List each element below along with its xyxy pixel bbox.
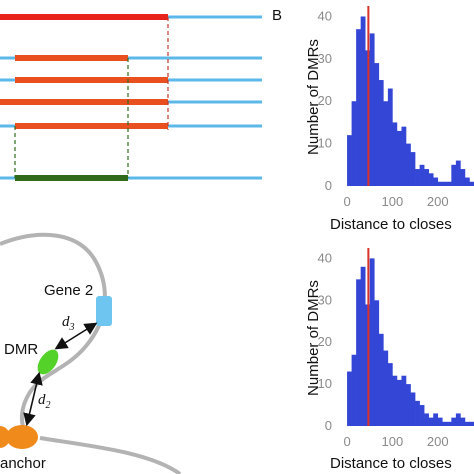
y-tick-label: 0 xyxy=(325,178,332,193)
d2-label: d2 xyxy=(38,392,51,411)
gene-2-label: Gene 2 xyxy=(44,282,93,299)
chromatin-fiber xyxy=(0,232,107,437)
histogram-bar xyxy=(415,400,420,426)
y-tick-label: 30 xyxy=(318,292,332,307)
x-tick-label: 0 xyxy=(343,434,350,449)
chromatin-fiber-lower xyxy=(39,436,182,474)
x-tick-label: 100 xyxy=(382,434,404,449)
histogram-bar xyxy=(419,164,425,186)
histogram-bar xyxy=(383,350,389,426)
histogram-bar xyxy=(396,379,402,426)
histogram-bar xyxy=(437,417,443,426)
d3-label: d3 xyxy=(62,314,75,333)
histogram-bar xyxy=(415,169,420,186)
histogram-bar xyxy=(433,413,439,426)
histogram-bar xyxy=(460,417,466,426)
histogram-bar xyxy=(401,126,407,186)
histogram-bar xyxy=(451,164,457,186)
anchor-blob-left xyxy=(0,426,10,448)
histogram-bar xyxy=(428,417,434,426)
dmr-label: DMR xyxy=(4,341,38,358)
histogram-bar xyxy=(464,421,470,426)
histogram-bar xyxy=(347,371,352,426)
y-tick-label: 10 xyxy=(318,376,332,391)
histogram-bar xyxy=(424,413,429,426)
histogram-bar xyxy=(442,181,448,186)
histogram-bar xyxy=(455,413,461,426)
x-tick-label: 200 xyxy=(427,194,449,209)
histogram-bar xyxy=(356,279,361,426)
chromatin-diagram: Gene 2 DMR anchor d3 d2 xyxy=(0,232,182,474)
histogram-bottom: 0 10 20 30 40 0 100 200 Distance to closes Number… xyxy=(305,248,474,472)
anchor-label: anchor xyxy=(0,455,46,472)
histogram-bar xyxy=(387,363,393,426)
histogram-bar xyxy=(347,135,352,186)
histogram-bar xyxy=(469,181,474,186)
histogram-top: 0 10 20 30 40 0 100 200 Distance to closes Number… xyxy=(305,6,474,233)
histogram-bar xyxy=(396,130,402,186)
histogram-bar xyxy=(460,169,466,186)
y-tick-label: 20 xyxy=(318,93,332,108)
histogram-bar xyxy=(369,33,375,186)
anchor-blob-right xyxy=(6,425,38,449)
y-tick-label: 10 xyxy=(318,136,332,151)
histogram-bar xyxy=(360,266,366,426)
y-tick-label: 20 xyxy=(318,334,332,349)
histogram-bar xyxy=(424,169,429,186)
histogram-bar xyxy=(446,181,452,186)
histogram-bar xyxy=(428,173,434,186)
y-tick-label: 40 xyxy=(318,250,332,265)
histogram-bar xyxy=(433,177,439,186)
histogram-bar xyxy=(374,300,380,426)
histogram-bar xyxy=(392,375,398,426)
histogram-bar xyxy=(406,384,411,426)
histogram-bar xyxy=(410,152,416,186)
d3-arrow xyxy=(54,322,98,350)
histogram-bar xyxy=(374,63,380,186)
y-axis-label: Number of DMRs xyxy=(305,280,322,396)
histogram-bar xyxy=(437,181,443,186)
x-tick-label: 200 xyxy=(427,434,449,449)
dmr-blob xyxy=(37,349,59,375)
histogram-bar xyxy=(419,405,425,426)
y-tick-label: 0 xyxy=(325,418,332,433)
histogram-bar xyxy=(387,88,393,186)
panel-b-letter: B xyxy=(272,7,282,24)
histogram-bar xyxy=(369,258,375,426)
histogram-bar xyxy=(464,177,470,186)
x-tick-label: 100 xyxy=(382,194,404,209)
genome-tracks xyxy=(0,14,262,181)
histogram-bar xyxy=(360,16,366,186)
histogram-bar xyxy=(378,80,384,186)
histogram-bar xyxy=(455,160,461,186)
histogram-bar xyxy=(410,392,416,426)
histogram-bar xyxy=(392,122,398,186)
gene-2-box xyxy=(96,296,112,326)
histogram-bar xyxy=(356,29,361,186)
y-tick-label: 40 xyxy=(318,8,332,23)
y-tick-label: 30 xyxy=(318,51,332,66)
histogram-bar xyxy=(451,417,457,426)
histogram-bar xyxy=(446,421,452,426)
histogram-bar xyxy=(469,421,474,426)
histogram-bar xyxy=(351,354,357,426)
histogram-bar xyxy=(442,421,448,426)
y-axis-label: Number of DMRs xyxy=(305,39,322,155)
histogram-bar xyxy=(406,143,411,186)
x-tick-label: 0 xyxy=(343,194,350,209)
x-axis-label: Distance to closes xyxy=(330,216,452,233)
d2-arrow xyxy=(23,371,43,427)
histogram-bar xyxy=(401,375,407,426)
histogram-bar xyxy=(378,333,384,426)
x-axis-label: Distance to closes xyxy=(330,455,452,472)
histogram-bar xyxy=(383,101,389,186)
histogram-bar xyxy=(351,101,357,186)
